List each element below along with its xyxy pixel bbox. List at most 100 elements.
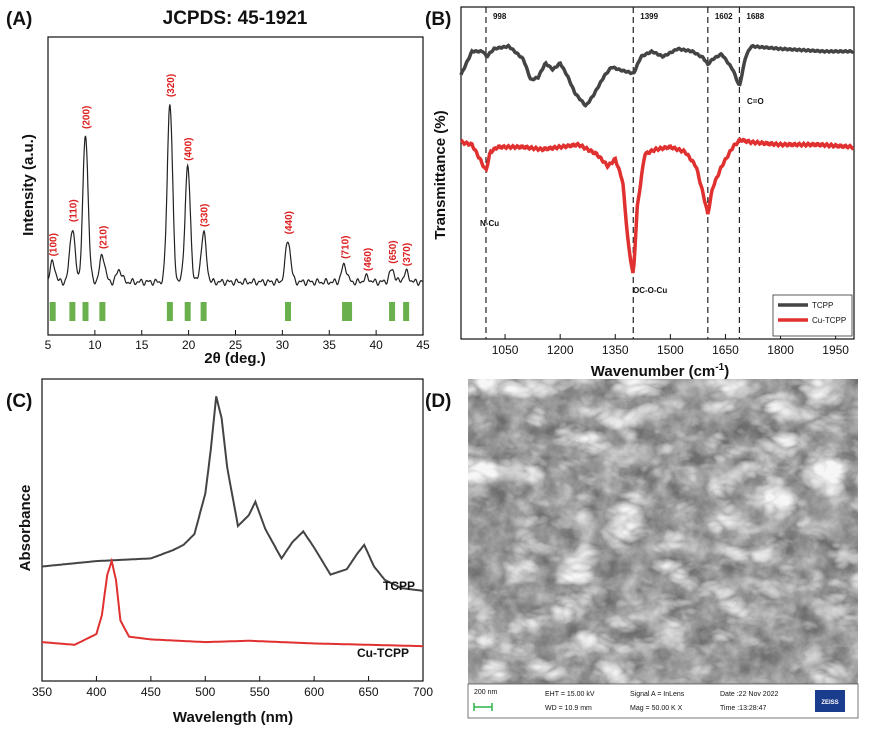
- panel-b-vline-label: 998: [493, 12, 507, 21]
- legend-tcpp-label: TCPP: [812, 301, 833, 310]
- panel-b-xtick-label: 1950: [822, 343, 849, 357]
- panel-c-tcpp-label: TCPP: [383, 579, 415, 593]
- panel-a-xrd-line: [47, 104, 424, 287]
- panel-a-reference-bar: [403, 302, 410, 321]
- sem-highlights: [468, 379, 858, 684]
- panel-b-frame: [460, 6, 855, 340]
- sem-scale-bar: [473, 703, 493, 711]
- panel-b-xtick-label: 1200: [547, 343, 574, 357]
- panel-c-tcpp-line: [41, 396, 424, 592]
- sem-scale-label: 200 nm: [474, 689, 498, 696]
- panel-a-xtick-label: 20: [182, 338, 196, 352]
- panel-a-xticks: 5 10 15 20 25 30 35 40 45: [45, 330, 430, 352]
- panel-a-peak-label: (110): [68, 199, 79, 222]
- panel-c-cu-tcpp-line: [41, 557, 423, 648]
- panel-a-peak-label: (400): [184, 137, 195, 160]
- panel-d: (D) 200 nm E: [425, 379, 859, 719]
- panel-a-ylabel: Intensity (a.u.): [20, 134, 37, 236]
- panel-c-xticks: 350 400 450 500 550 600 650 700: [32, 676, 433, 699]
- panel-a-peak-label: (370): [402, 243, 413, 266]
- panel-c: (C) Absorbance Wavelength (nm) 350 400 450…: [6, 378, 433, 726]
- panel-c-xtick-label: 600: [304, 685, 324, 699]
- panel-b-vline-label: 1399: [640, 12, 658, 21]
- panel-b-ncu-annotation: N-Cu: [480, 219, 499, 228]
- panel-a-label: (A): [6, 9, 32, 30]
- panel-a: (A) JCPDS: 45-1921 Intensity (a.u.) 2θ (…: [6, 8, 430, 367]
- panel-b-co-annotation: C=O: [747, 97, 764, 106]
- panel-b-tcpp-line: [459, 43, 855, 108]
- panel-b-legend-box: [772, 294, 853, 337]
- panel-c-xtick-label: 700: [413, 685, 433, 699]
- panel-a-reference-bar: [166, 302, 173, 321]
- sem-wd: WD = 10.9 mm: [545, 705, 592, 712]
- sem-time: Time :13:28:47: [720, 705, 767, 712]
- panel-a-peak-label: (210): [98, 226, 109, 249]
- panel-a-peak-label: (710): [340, 235, 351, 258]
- panel-b-xtick-label: 1050: [492, 343, 519, 357]
- panel-b-xlabel: Wavenumber (cm-1): [591, 362, 729, 380]
- panel-a-xtick-label: 30: [276, 338, 290, 352]
- panel-a-peak-label: (320): [166, 74, 177, 97]
- panel-a-reference-bar: [69, 302, 76, 321]
- panel-a-peak-label: (650): [388, 240, 399, 263]
- panel-c-xtick-label: 450: [141, 685, 161, 699]
- panel-c-frame: [41, 378, 424, 682]
- panel-b: (B) Transmittance (%) Wavenumber (cm-1) …: [425, 6, 855, 380]
- sem-info-bar: 200 nm EHT = 15.00 kV WD = 10.9 mm Signa…: [467, 683, 859, 719]
- panel-a-xtick-label: 5: [45, 338, 52, 352]
- panel-b-cu-tcpp-line: [459, 137, 855, 274]
- panel-a-peak-label: (200): [82, 106, 93, 129]
- panel-a-reference-bar: [389, 302, 396, 321]
- panel-a-xtick-label: 15: [135, 338, 149, 352]
- sem-micrograph: [468, 379, 858, 684]
- panel-a-reference-bar: [184, 302, 191, 321]
- panel-a-xtick-label: 25: [229, 338, 243, 352]
- panel-a-xtick-label: 10: [88, 338, 102, 352]
- panel-b-vline-label: 1602: [715, 12, 733, 21]
- panel-b-vline-label: 1688: [746, 12, 764, 21]
- sem-info-background: [467, 683, 859, 719]
- sem-eht: EHT = 15.00 kV: [545, 691, 595, 698]
- panel-a-reference-bar: [200, 302, 207, 321]
- panel-c-cu-tcpp-label: Cu-TCPP: [357, 646, 409, 660]
- sem-signal: Signal A = InLens: [630, 691, 685, 698]
- panel-b-xtick-label: 1800: [767, 343, 794, 357]
- panel-a-peak-label: (460): [363, 248, 374, 271]
- panel-c-xtick-label: 550: [250, 685, 270, 699]
- panel-a-reference-bar: [342, 302, 353, 321]
- panel-b-xtick-label: 1350: [602, 343, 629, 357]
- zeiss-logo: ZEISS: [815, 690, 845, 712]
- legend-cu-tcpp-label: Cu-TCPP: [812, 316, 846, 325]
- panel-b-xtick-label: 1500: [657, 343, 684, 357]
- panel-b-xticks: 1050 1200 1350 1500 1650 1800 1950: [492, 334, 849, 357]
- panel-a-reference-bar: [99, 302, 106, 321]
- zeiss-logo-text: ZEISS: [821, 700, 838, 706]
- panel-a-xlabel: 2θ (deg.): [204, 350, 265, 367]
- panel-a-title: JCPDS: 45-1921: [163, 8, 308, 29]
- panel-a-xtick-label: 45: [416, 338, 430, 352]
- panel-a-reference-bar: [285, 302, 291, 321]
- panel-a-peak-labels: (100) (110) (200) (210) (320) (400) (330) (440)…: [49, 74, 413, 271]
- panel-c-xtick-label: 350: [32, 685, 52, 699]
- panel-c-label: (C): [6, 391, 32, 412]
- panel-b-label: (B): [425, 9, 451, 30]
- panel-a-xtick-label: 35: [323, 338, 337, 352]
- panel-c-xlabel: Wavelength (nm): [173, 709, 293, 726]
- panel-b-ococu-annotation: OC-O-Cu: [633, 286, 667, 295]
- panel-b-xtick-label: 1650: [712, 343, 739, 357]
- panel-a-xtick-label: 40: [369, 338, 383, 352]
- panel-a-reference-bar: [49, 302, 56, 321]
- panel-a-peak-label: (330): [200, 204, 211, 227]
- panel-a-peak-label: (100): [49, 233, 60, 256]
- panel-c-ylabel: Absorbance: [17, 485, 34, 572]
- sem-mag: Mag = 50.00 K X: [630, 705, 683, 712]
- panel-a-peak-label: (440): [284, 211, 295, 234]
- panel-c-xtick-label: 400: [86, 685, 106, 699]
- panel-b-legend: TCPP Cu-TCPP: [772, 294, 853, 337]
- panel-d-label: (D): [425, 391, 451, 412]
- panel-a-frame: [47, 36, 424, 336]
- panel-a-reference-bars: [49, 302, 410, 321]
- panel-c-xtick-label: 500: [195, 685, 215, 699]
- panel-a-reference-bar: [82, 302, 89, 321]
